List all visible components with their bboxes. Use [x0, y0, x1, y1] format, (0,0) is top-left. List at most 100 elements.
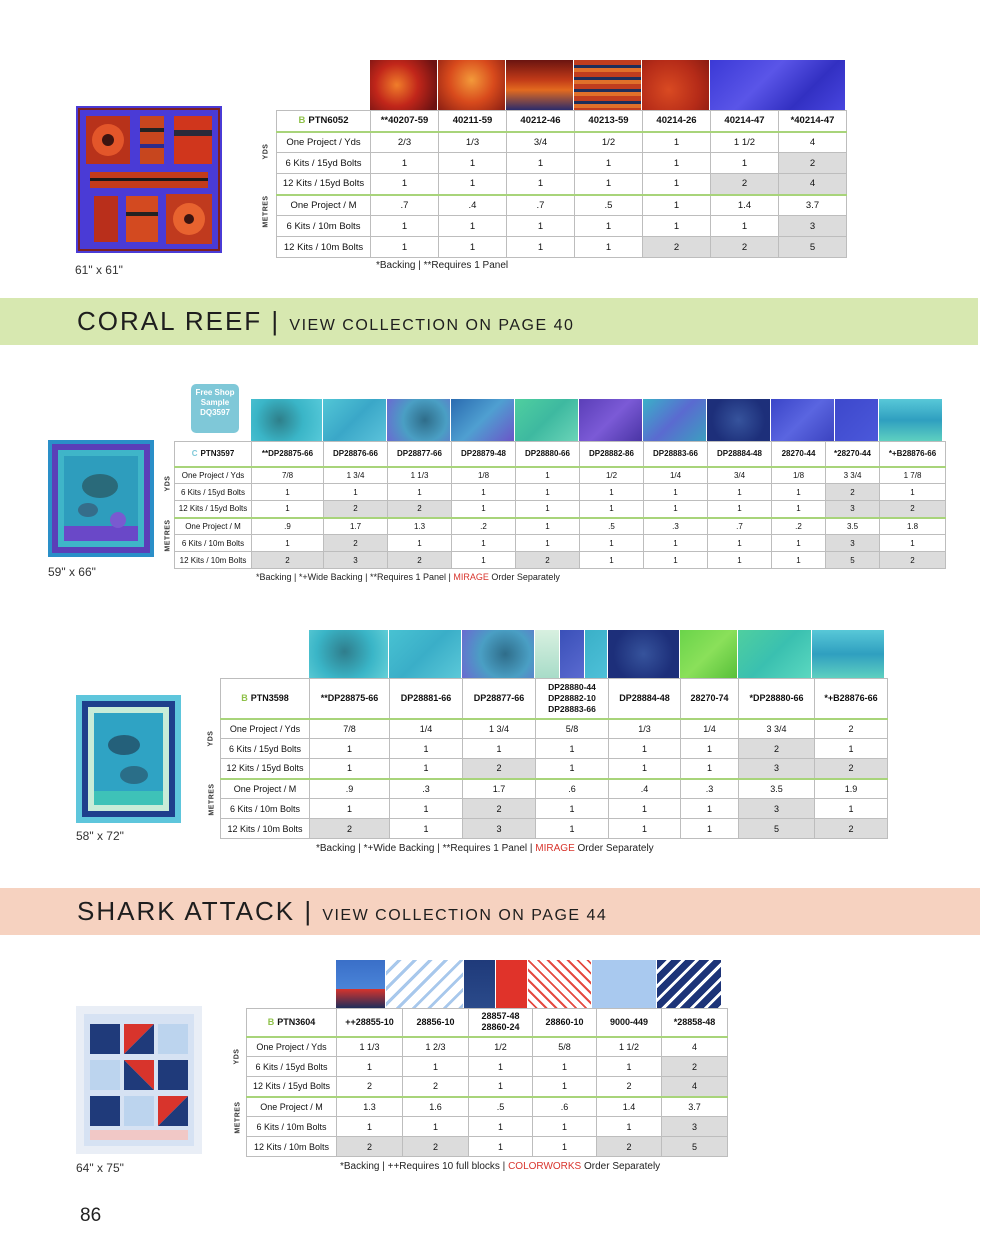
cell: 1	[438, 236, 507, 258]
cell: 1	[468, 1056, 533, 1077]
column-header: DP28881-66	[389, 678, 463, 719]
cell: 1	[532, 1056, 597, 1077]
fabric-swatches	[336, 960, 728, 1008]
cell: 4	[778, 173, 847, 195]
fabric-swatch	[643, 399, 707, 441]
cell: 1 2/3	[402, 1035, 469, 1057]
fabric-swatch	[680, 630, 738, 678]
column-header: DP28883-66	[643, 441, 708, 467]
yds-label: YDS	[164, 475, 172, 492]
footnote-text: Order Separately	[574, 843, 654, 854]
fabric-swatch	[496, 960, 528, 1008]
section-title: SHARK ATTACK | VIEW COLLECTION ON PAGE 4…	[77, 896, 607, 927]
pattern-letter: B	[298, 115, 306, 127]
column-header: *+B28876-66	[814, 678, 888, 719]
column-header: ++28855-10	[336, 1008, 403, 1037]
cell: 1	[387, 483, 452, 501]
pattern-code: B PTN6052	[276, 110, 371, 132]
cell: 1/3	[438, 130, 507, 153]
cell: 1	[506, 236, 575, 258]
cell: 1 7/8	[879, 465, 946, 484]
fabric-swatch	[309, 630, 389, 678]
row-label: 6 Kits / 15yd Bolts	[220, 738, 310, 759]
column-header: DP28879-48	[451, 441, 516, 467]
cell: 1 1/2	[596, 1035, 662, 1057]
cell: .4	[608, 777, 681, 799]
cell: 1.4	[596, 1095, 662, 1117]
free-shop-sample-badge[interactable]: Free Shop Sample DQ3597	[191, 384, 239, 433]
cell: 1	[515, 500, 580, 518]
cell: 2	[336, 1076, 403, 1097]
column-header: 28270-44	[771, 441, 826, 467]
cell: 1	[579, 483, 644, 501]
cell: 1	[771, 534, 826, 552]
cell: 1 1/3	[336, 1035, 403, 1057]
cell: 1	[468, 1136, 533, 1157]
pattern-code: C PTN3597	[174, 441, 252, 467]
cell: 1 1/3	[387, 465, 452, 484]
cell: 3.7	[661, 1095, 728, 1117]
row-label: One Project / Yds	[246, 1035, 337, 1057]
cell: 3	[661, 1116, 728, 1137]
cell: 1	[680, 738, 739, 759]
row-label: One Project / M	[220, 777, 310, 799]
cell: .2	[451, 516, 516, 535]
cell: 3	[738, 758, 815, 779]
cell: 1	[387, 534, 452, 552]
cell: 1	[643, 534, 708, 552]
footnote-text: Order Separately	[488, 572, 560, 582]
fabric-swatch	[710, 60, 846, 110]
cell: 1	[506, 152, 575, 174]
cell: 2	[710, 236, 779, 258]
cell: 1	[468, 1076, 533, 1097]
quilt-image-ptn3598	[76, 695, 181, 823]
page-number: 86	[80, 1205, 102, 1226]
cell: 1 3/4	[323, 465, 388, 484]
cell: 1	[309, 758, 390, 779]
cell: 1/4	[680, 717, 739, 739]
cell: 2	[814, 717, 888, 739]
metres-label: METRES	[164, 519, 172, 552]
cell: 3.7	[778, 193, 847, 216]
column-header: 28270-74	[680, 678, 739, 719]
cell: 3.5	[738, 777, 815, 799]
cell: 1.3	[336, 1095, 403, 1117]
cell: 1	[438, 215, 507, 237]
row-label: One Project / Yds	[174, 465, 252, 484]
yds-label: YDS	[207, 730, 215, 747]
fabric-swatch	[771, 399, 835, 441]
cell: 1	[771, 500, 826, 518]
fabric-swatch	[462, 630, 535, 678]
fabric-swatch	[251, 399, 323, 441]
pattern-number: PTN6052	[308, 115, 349, 127]
footnote: *Backing | ++Requires 10 full blocks | C…	[340, 1161, 660, 1172]
cell: 1	[879, 483, 946, 501]
cell: .6	[532, 1095, 597, 1117]
fabric-table-ptn6052: B PTN6052 **40207-59 40211-59 40212-46 40…	[276, 60, 847, 258]
footnote-text: Order Separately	[581, 1161, 661, 1172]
view-collection-link[interactable]: VIEW COLLECTION ON PAGE 40	[289, 317, 575, 334]
cell: 1	[370, 236, 439, 258]
cell: 2	[462, 758, 536, 779]
row-label: 12 Kits / 10m Bolts	[246, 1136, 337, 1157]
column-header: DP28884-48	[608, 678, 681, 719]
footnote-text: *Backing | *+Wide Backing | **Requires 1…	[256, 572, 454, 582]
metres-label: METRES	[208, 783, 216, 816]
cell: .9	[251, 516, 324, 535]
cell: 1	[680, 798, 739, 819]
fabric-swatch	[592, 960, 657, 1008]
row-label: 6 Kits / 15yd Bolts	[276, 152, 371, 174]
cell: .7	[506, 193, 575, 216]
view-collection-link[interactable]: VIEW COLLECTION ON PAGE 44	[322, 907, 608, 924]
column-header: 28857-48 28860-24	[468, 1008, 533, 1037]
section-separator: |	[304, 896, 314, 926]
cell: 3	[462, 818, 536, 839]
cell: 1	[251, 500, 324, 518]
cell: 1 1/2	[710, 130, 779, 153]
fabric-swatch	[835, 399, 879, 441]
cell: .5	[468, 1095, 533, 1117]
footnote-text: *Backing | ++Requires 10 full blocks |	[340, 1161, 509, 1172]
cell: 1	[389, 758, 463, 779]
column-header: *40214-47	[778, 110, 847, 132]
cell: 5	[778, 236, 847, 258]
